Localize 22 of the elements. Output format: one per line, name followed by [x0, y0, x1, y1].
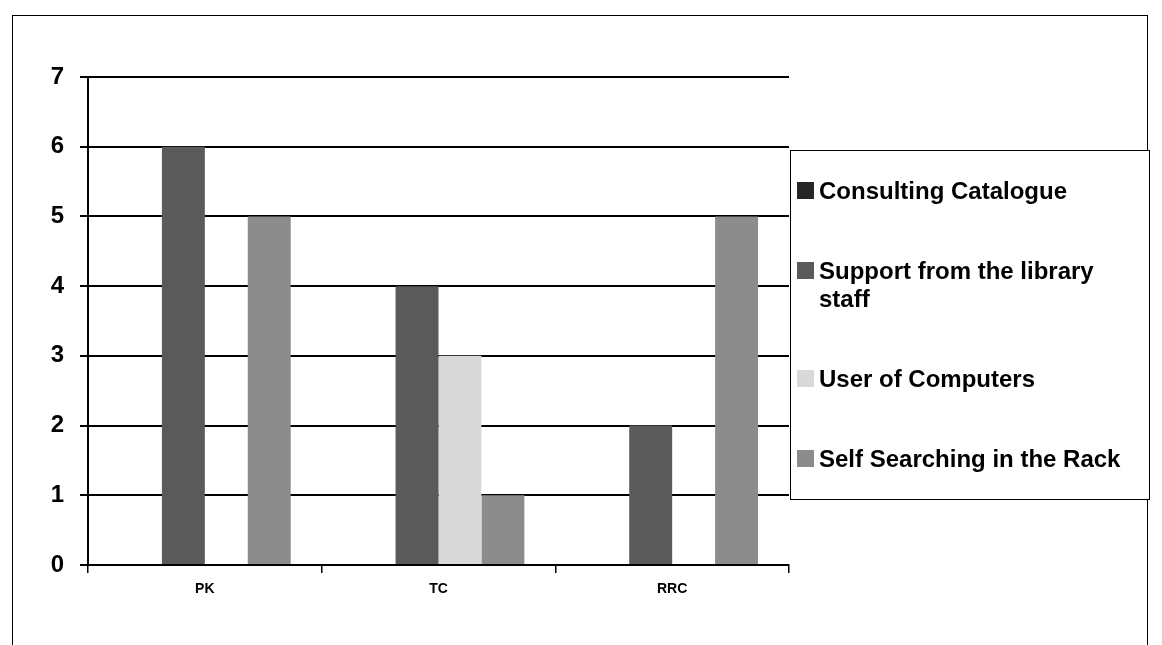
bar: [715, 216, 759, 564]
y-tick-label: 7: [50, 61, 64, 89]
bar: [438, 355, 482, 564]
y-tick-label: 0: [50, 549, 64, 577]
legend-label: Support from the library staff: [819, 257, 1095, 313]
x-tick-label: TC: [429, 580, 448, 597]
y-tick-label: 6: [50, 131, 64, 159]
y-tick-label: 3: [50, 340, 64, 368]
y-tick-label: 2: [50, 410, 64, 438]
bar: [481, 495, 525, 564]
bar: [629, 425, 673, 564]
y-tick-label: 5: [50, 201, 64, 229]
legend-label: User of Computers: [819, 365, 1036, 393]
x-tick-label: RRC: [656, 580, 688, 597]
y-tick-label: 4: [50, 270, 65, 298]
bar: [161, 146, 205, 564]
bar: [395, 286, 439, 564]
x-tick-label: PK: [195, 580, 215, 597]
legend-label: Self Searching in the Rack: [819, 445, 1121, 473]
legend-label: Consulting Catalogue: [819, 177, 1067, 205]
y-tick-label: 1: [50, 479, 64, 507]
bar: [247, 216, 291, 564]
